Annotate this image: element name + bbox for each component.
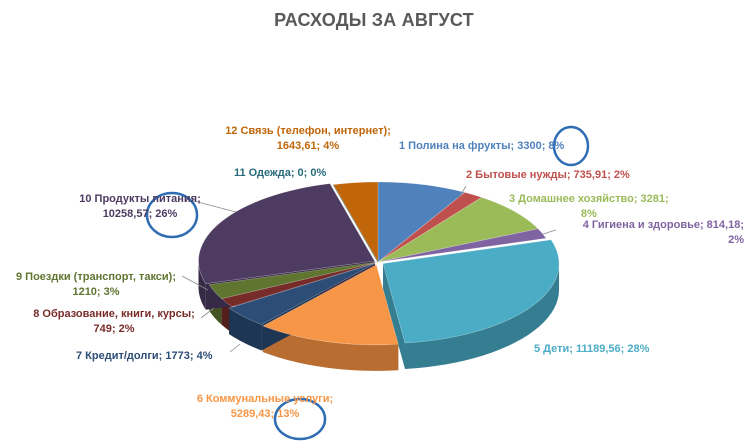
pie-slice-7 [228, 263, 376, 325]
label-slice-5: 5 Дети; 11189,56; 28% [534, 342, 649, 357]
pie-slice-4 [377, 228, 547, 263]
pie-slice-3 [377, 197, 539, 263]
label-line: 1210; 3% [72, 286, 120, 298]
label-line: 749; 2% [93, 323, 135, 335]
label-slice-11: 11 Одежда; 0; 0% [234, 166, 326, 181]
label-line: 8% [580, 208, 597, 220]
pie-slice-12 [332, 181, 379, 264]
label-slice-10: 10 Продукты питания; 10258,57; 26% [76, 192, 204, 222]
label-slice-12: 12 Связь (телефон, интернет); 1643,61; 4… [218, 124, 398, 154]
pie-slice-1 [377, 181, 466, 263]
label-line: 6 Коммунальные услуги; [196, 393, 334, 405]
label-slice-8: 8 Образование, книги, курсы; 749; 2% [27, 307, 201, 337]
pie-slice-2 [377, 192, 483, 263]
label-slice-9: 9 Поездки (транспорт, такси); 1210; 3% [8, 270, 184, 300]
label-line: 5 Дети; 11189,56; 28% [534, 343, 650, 355]
pie-slice-9 [208, 261, 379, 300]
pie-slice-5 [382, 239, 560, 344]
label-line: 11 Одежда; 0; 0% [234, 167, 327, 179]
label-slice-4: 4 Гигиена и здоровье; 814,18; 2% [554, 218, 744, 248]
highlight-circle [552, 125, 590, 167]
leader-line [229, 343, 241, 353]
leader-line [200, 307, 215, 319]
leader-line [189, 199, 237, 213]
label-line: 3 Домашнее хозяйство; 3281; [509, 193, 669, 205]
pie-slice-side-6 [262, 326, 399, 371]
pie-slice-side-5 [405, 263, 560, 369]
leader-line [457, 185, 467, 199]
label-line: 12 Связь (телефон, интернет); [225, 125, 391, 137]
label-line: 1643,61; 4% [276, 140, 340, 152]
label-slice-6: 6 Коммунальные услуги; 5289,43; 13% [190, 392, 340, 422]
chart-title: РАСХОДЫ ЗА АВГУСТ [274, 10, 474, 30]
pie-slice-side-10 [198, 261, 206, 310]
pie-slice-6 [262, 264, 399, 346]
label-slice-2: 2 Бытовые нужды; 735,91; 2% [466, 168, 630, 183]
highlight-circle [273, 397, 327, 441]
label-line: 2 Бытовые нужды; 735,91; 2% [466, 169, 630, 181]
leader-line [542, 229, 557, 235]
label-slice-1: 1 Полина на фрукты; 3300; 8% [399, 139, 564, 154]
label-slice-3: 3 Домашнее хозяйство; 3281; 8% [509, 192, 669, 222]
pie-slice-wall-5-1 [383, 263, 406, 369]
label-line: 9 Поездки (транспорт, такси); [15, 271, 177, 283]
label-line: 7 Кредит/долги; 1773; 4% [76, 350, 213, 362]
label-line: 1 Полина на фрукты; 3300; 8% [399, 140, 565, 152]
label-line: 5289,43; 13% [230, 408, 300, 420]
label-line: 8 Образование, книги, курсы; [33, 308, 195, 320]
label-line: 4 Гигиена и здоровье; 814,18; [582, 219, 744, 231]
pie-slice-10 [198, 183, 375, 285]
label-line: 10 Продукты питания; [79, 193, 201, 205]
pie-slice-8 [220, 261, 379, 308]
highlight-circle [145, 191, 199, 239]
label-line: 2% [728, 234, 744, 246]
label-line: 10258,57; 26% [102, 208, 178, 220]
label-slice-7: 7 Кредит/долги; 1773; 4% [76, 349, 212, 364]
leader-line [181, 275, 209, 291]
